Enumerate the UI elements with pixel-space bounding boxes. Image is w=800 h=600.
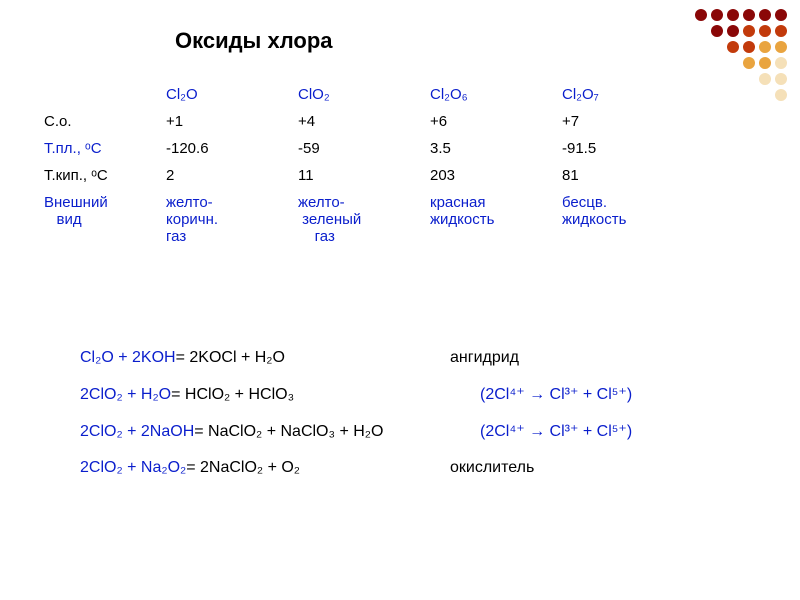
equation-note: (2Cl⁴⁺ → Cl³⁺ + Cl⁵⁺) xyxy=(480,386,632,403)
equation-note: (2Cl⁴⁺ → Cl³⁺ + Cl⁵⁺) xyxy=(480,423,632,440)
cell: красная жидкость xyxy=(430,190,560,249)
equation-rhs: = 2NaClO₂ + O₂ xyxy=(186,450,300,487)
row-label: Т.пл., ᵒС xyxy=(44,136,164,161)
oxides-table: Cl₂O ClO₂ Cl₂O₆ Cl₂O₇ С.о.+1+4+6+7Т.пл.,… xyxy=(42,80,684,251)
cell: -59 xyxy=(298,136,428,161)
row-label: Т.кип., ᵒС xyxy=(44,163,164,188)
equation: 2ClO₂ + Na₂O₂ = 2NaClO₂ + O₂окислитель xyxy=(80,450,632,487)
table-header-row: Cl₂O ClO₂ Cl₂O₆ Cl₂O₇ xyxy=(44,82,682,107)
header-cell: ClO₂ xyxy=(298,82,428,107)
cell: 2 xyxy=(166,163,296,188)
equation: Cl₂O + 2KOH = 2KOCl + H₂Oангидрид xyxy=(80,340,632,377)
table-body: С.о.+1+4+6+7Т.пл., ᵒС-120.6-593.5-91.5Т.… xyxy=(44,109,682,249)
header-cell xyxy=(44,82,164,107)
equation-body: 2ClO₂ + Na₂O₂ = 2NaClO₂ + O₂ xyxy=(80,450,450,487)
cell: +4 xyxy=(298,109,428,134)
cell: желто- коричн. газ xyxy=(166,190,296,249)
equation-lhs: 2ClO₂ + H₂O xyxy=(80,377,171,414)
cell: 203 xyxy=(430,163,560,188)
cell: +6 xyxy=(430,109,560,134)
cell: +1 xyxy=(166,109,296,134)
equation-lhs: Cl₂O + 2KOH xyxy=(80,340,176,377)
table-row: Т.кип., ᵒС21120381 xyxy=(44,163,682,188)
equation: 2ClO₂ + H₂O = HClO₂ + HClO₃(2Cl⁴⁺ → Cl³⁺… xyxy=(80,377,632,414)
equation-lhs: 2ClO₂ + Na₂O₂ xyxy=(80,450,186,487)
decorative-dot-grid xyxy=(694,8,788,102)
equation-rhs: = NaClO₂ + NaClO₃ + H₂O xyxy=(194,414,383,451)
equation-body: 2ClO₂ + 2NaOH = NaClO₂ + NaClO₃ + H₂O xyxy=(80,414,480,451)
cell: +7 xyxy=(562,109,682,134)
equations-block: Cl₂O + 2KOH = 2KOCl + H₂Oангидрид2ClO₂ +… xyxy=(80,340,632,487)
cell: -91.5 xyxy=(562,136,682,161)
cell: 81 xyxy=(562,163,682,188)
equation-body: Cl₂O + 2KOH = 2KOCl + H₂O xyxy=(80,340,450,377)
cell: 11 xyxy=(298,163,428,188)
equation-body: 2ClO₂ + H₂O = HClO₂ + HClO₃ xyxy=(80,377,480,414)
cell: бесцв. жидкость xyxy=(562,190,682,249)
table-row: Т.пл., ᵒС-120.6-593.5-91.5 xyxy=(44,136,682,161)
cell: -120.6 xyxy=(166,136,296,161)
header-cell: Cl₂O₆ xyxy=(430,82,560,107)
table-row: Внешний виджелто- коричн. газжелто- зеле… xyxy=(44,190,682,249)
cell: желто- зеленый газ xyxy=(298,190,428,249)
equation: 2ClO₂ + 2NaOH = NaClO₂ + NaClO₃ + H₂O(2C… xyxy=(80,414,632,451)
cell: 3.5 xyxy=(430,136,560,161)
header-cell: Cl₂O xyxy=(166,82,296,107)
equation-note: окислитель xyxy=(450,450,534,487)
page-title: Оксиды хлора xyxy=(175,28,333,54)
equation-rhs: = HClO₂ + HClO₃ xyxy=(171,377,294,414)
equation-lhs: 2ClO₂ + 2NaOH xyxy=(80,414,194,451)
row-label: Внешний вид xyxy=(44,190,164,249)
header-cell: Cl₂O₇ xyxy=(562,82,682,107)
table-row: С.о.+1+4+6+7 xyxy=(44,109,682,134)
row-label: С.о. xyxy=(44,109,164,134)
equation-rhs: = 2KOCl + H₂O xyxy=(176,340,285,377)
equation-note: ангидрид xyxy=(450,340,519,377)
